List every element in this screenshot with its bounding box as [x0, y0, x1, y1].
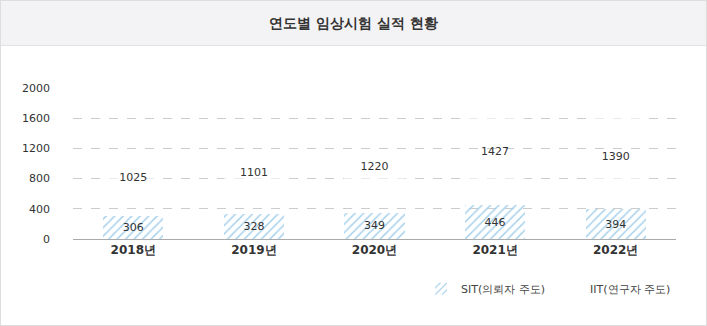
- svg-text:SIT(의뢰자 주도): SIT(의뢰자 주도): [461, 283, 545, 296]
- svg-text:1200: 1200: [22, 142, 50, 155]
- svg-text:394: 394: [605, 218, 626, 231]
- svg-text:328: 328: [243, 220, 264, 233]
- svg-text:2000: 2000: [22, 82, 50, 95]
- svg-text:1390: 1390: [602, 150, 630, 163]
- svg-text:800: 800: [29, 172, 50, 185]
- svg-text:2018년: 2018년: [111, 243, 156, 257]
- svg-text:306: 306: [123, 221, 144, 234]
- svg-text:1600: 1600: [22, 112, 50, 125]
- svg-text:2022년: 2022년: [593, 243, 638, 257]
- svg-text:IIT(연구자 주도): IIT(연구자 주도): [590, 283, 670, 296]
- svg-text:1101: 1101: [240, 166, 268, 179]
- html-text:연도별 임상시험 실적 현황: 연도별 임상시험 실적 현황: [269, 15, 438, 31]
- svg-text:2021년: 2021년: [472, 243, 517, 257]
- svg-text:0: 0: [43, 233, 50, 246]
- svg-text:446: 446: [485, 216, 506, 229]
- svg-text:349: 349: [364, 219, 385, 232]
- svg-text:1025: 1025: [119, 171, 147, 184]
- svg-text:2019년: 2019년: [231, 243, 276, 257]
- svg-text:2020년: 2020년: [352, 243, 397, 257]
- svg-text:400: 400: [29, 203, 50, 216]
- svg-text:1427: 1427: [481, 145, 509, 158]
- svg-text:1220: 1220: [361, 160, 389, 173]
